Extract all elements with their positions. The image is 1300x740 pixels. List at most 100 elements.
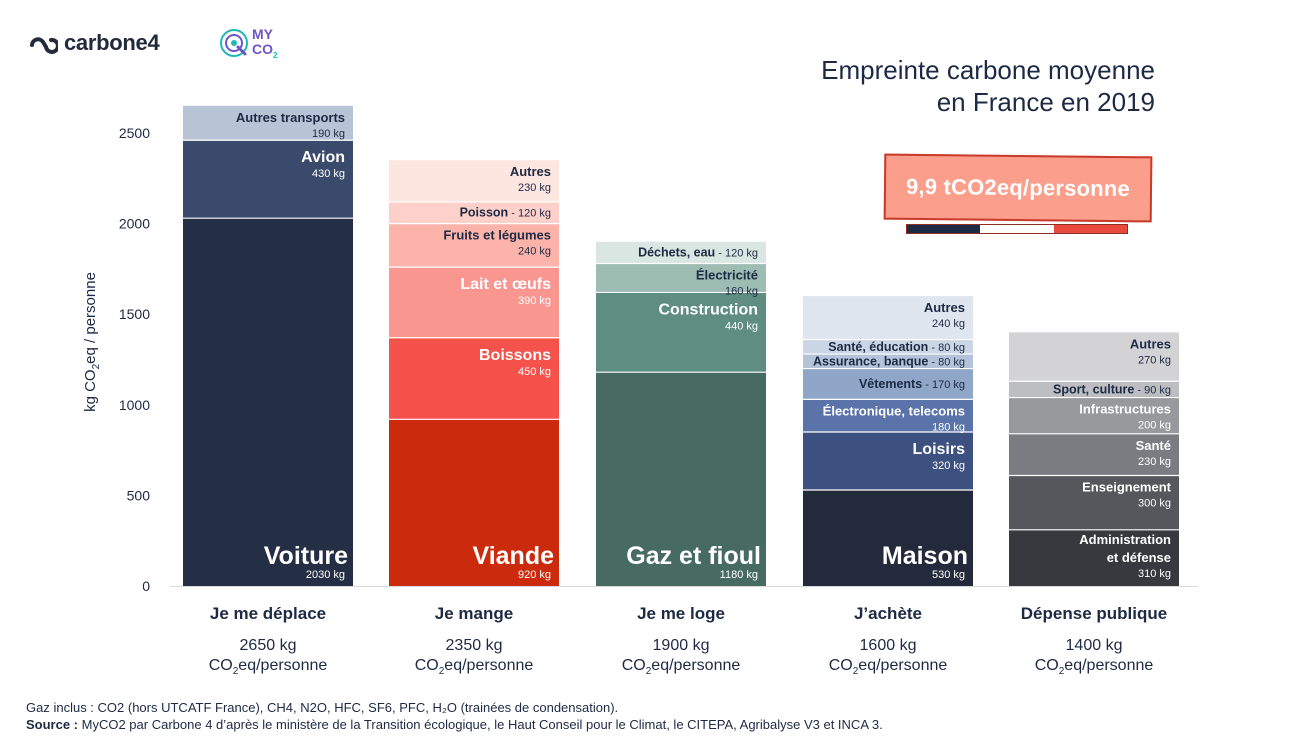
unit-part: CO [209, 657, 233, 674]
category-label: Je me loge [637, 604, 725, 623]
footer-source: Source : MyCO2 par Carbone 4 d’après le … [26, 717, 883, 732]
category-total-unit: CO2eq/personne [1035, 657, 1154, 677]
unit-part: eq/personne [444, 657, 533, 674]
bar-segment [183, 218, 353, 586]
y-axis-label-part: eq / personne [82, 272, 99, 364]
bar-segment [596, 372, 766, 586]
segment-value: - 120 kg [715, 248, 758, 260]
brand-header: carbone4 MY CO2 [28, 26, 288, 62]
segment-value: 310 kg [1138, 568, 1171, 580]
bar-segment [1009, 397, 1179, 434]
y-tick-label: 0 [142, 578, 150, 594]
segment-label-name: Assurance, banque [813, 354, 928, 368]
segment-label: Sport, culture - 90 kg [1053, 382, 1171, 396]
category-label: J’achète [854, 604, 922, 623]
segment-value: 180 kg [932, 421, 965, 433]
segment-label: Autres [510, 164, 551, 179]
bar-segment [803, 489, 973, 586]
category-label: Dépense publique [1021, 604, 1167, 623]
myco2-target-icon [220, 29, 248, 57]
segment-value: 320 kg [932, 460, 965, 472]
segment-label: Infrastructures [1079, 402, 1171, 417]
segment-label: Loisirs [913, 441, 966, 458]
french-flag-strip [906, 224, 1128, 234]
y-axis-label-sub: 2 [91, 363, 102, 369]
y-tick-label: 1000 [119, 397, 150, 413]
category-total-unit: CO2eq/personne [829, 657, 948, 677]
bar-segment [803, 368, 973, 400]
bar-segment [596, 241, 766, 264]
category-total: 2350 kg [446, 637, 503, 654]
bar-segment [1009, 475, 1179, 530]
segment-value: 450 kg [518, 366, 551, 378]
unit-part: CO [1035, 657, 1059, 674]
bar-segment [389, 337, 559, 420]
segment-label: Gaz et fioul [626, 542, 761, 570]
segment-value: 200 kg [1138, 420, 1171, 432]
segment-label-name: Sport, culture [1053, 382, 1134, 396]
unit-part: CO [622, 657, 646, 674]
chart-title-line2: en France en 2019 [936, 87, 1155, 117]
bar-segment [389, 267, 559, 338]
footer-source-text: MyCO2 par Carbone 4 d’après le ministère… [81, 717, 883, 732]
y-axis-label: kg CO2eq / personne [82, 272, 102, 412]
bar-segment [596, 263, 766, 293]
unit-part: eq/personne [1064, 657, 1153, 674]
myco2-line2: CO [252, 41, 273, 57]
bar-segment [1009, 433, 1179, 476]
segment-label: Enseignement [1082, 479, 1172, 494]
segment-value: 390 kg [518, 295, 551, 307]
unit-sub: 2 [233, 666, 239, 677]
segment-label: et défense [1107, 550, 1171, 565]
footer-gases: Gaz inclus : CO2 (hors UTCATF France), C… [26, 700, 619, 715]
bar-segment [596, 292, 766, 373]
category-total-unit: CO2eq/personne [622, 657, 741, 677]
category-total-unit: CO2eq/personne [209, 657, 328, 677]
segment-label: Boissons [479, 347, 551, 364]
bar-segment [389, 419, 559, 586]
segment-label: Lait et œufs [460, 276, 551, 293]
segment-value: 230 kg [1138, 456, 1171, 468]
segment-label: Santé, éducation - 80 kg [828, 340, 965, 354]
bar-segment [803, 339, 973, 355]
segment-value: 530 kg [932, 569, 965, 581]
segment-value: 1180 kg [720, 569, 758, 581]
bar-segment [803, 296, 973, 340]
bar-segment [389, 160, 559, 202]
segment-value: - 80 kg [928, 356, 965, 368]
segment-value: 160 kg [725, 285, 758, 297]
segment-value: - 170 kg [922, 379, 965, 391]
category-total-unit: CO2eq/personne [415, 657, 534, 677]
carbone4-logo-icon [30, 37, 58, 54]
bar-segment [1009, 332, 1179, 382]
unit-sub: 2 [853, 666, 859, 677]
segment-value: 190 kg [312, 128, 345, 140]
chart-title-line1: Empreinte carbone moyenne [821, 55, 1155, 85]
bar-segment [1009, 529, 1179, 586]
segment-value: - 120 kg [508, 208, 551, 220]
segment-label: Poisson - 120 kg [460, 206, 551, 220]
y-tick-label: 500 [127, 487, 151, 503]
segment-label: Autres [1130, 336, 1171, 351]
unit-part: eq/personne [651, 657, 740, 674]
segment-label: Électricité [696, 267, 758, 282]
segment-label-name: Poisson [460, 206, 509, 220]
unit-sub: 2 [646, 666, 652, 677]
unit-part: CO [415, 657, 439, 674]
segment-label: Voiture [264, 542, 348, 570]
segment-value: 230 kg [518, 182, 551, 194]
unit-sub: 2 [1059, 666, 1065, 677]
chart-title: Empreinte carbone moyenne en France en 2… [735, 54, 1155, 118]
category-total: 1600 kg [860, 637, 917, 654]
segment-label: Autres transports [236, 110, 345, 125]
segment-label: Fruits et légumes [443, 228, 551, 243]
category-total: 1400 kg [1066, 637, 1123, 654]
unit-part: eq/personne [238, 657, 327, 674]
segment-label: Administration [1079, 532, 1171, 547]
segment-label: Maison [882, 542, 968, 570]
flag-stripe-white [980, 225, 1054, 233]
bar-segment [803, 431, 973, 490]
segment-label: Déchets, eau - 120 kg [638, 246, 758, 260]
bar-segment [183, 140, 353, 219]
bar-segment [183, 105, 353, 141]
